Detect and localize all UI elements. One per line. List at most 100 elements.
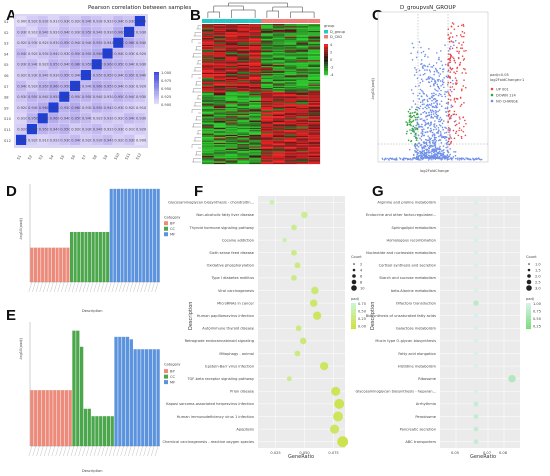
kegg-category-label: Chemical carcinogenesis - reactive oxyge… xyxy=(163,440,255,444)
heatmap-b-group-cell xyxy=(261,19,273,23)
heatmap-a-cell-value: 0.940 xyxy=(39,95,50,99)
heatmap-a-cell xyxy=(37,48,48,59)
volcano-point-nochange xyxy=(392,158,394,160)
kegg-dot xyxy=(319,361,329,371)
kegg-category-label: Apoptosis xyxy=(236,427,254,431)
kegg-category-label: Human immunodeficiency virus 1 infection xyxy=(177,415,254,419)
heatmap-b-cell xyxy=(249,64,262,67)
heatmap-a-cell xyxy=(102,102,113,113)
heatmap-b-cell xyxy=(261,46,273,48)
heatmap-b-cell xyxy=(284,88,297,90)
volcano-point-up xyxy=(455,130,458,133)
heatmap-b-cell xyxy=(308,64,321,67)
go-bar-tick-label xyxy=(90,281,94,293)
heatmap-a-cell xyxy=(37,37,48,48)
volcano-point-nochange xyxy=(422,157,424,160)
heatmap-b-cell xyxy=(308,101,321,103)
heatmap-a-cell xyxy=(91,124,102,135)
heatmap-b-cell xyxy=(213,161,226,163)
heatmap-b-cell xyxy=(272,112,285,114)
heatmap-a-cell-value: 0.950 xyxy=(82,95,93,99)
heatmap-a-cell xyxy=(102,80,113,91)
heatmap-b-cell xyxy=(261,154,273,156)
heatmap-b-cell xyxy=(261,63,273,65)
heatmap-b-cell xyxy=(308,103,321,105)
go-bar-cc xyxy=(98,231,103,283)
heatmap-b-legend-swatch xyxy=(324,35,328,39)
heatmap-b-cell xyxy=(202,102,214,104)
volcano-point-nochange xyxy=(435,150,438,153)
heatmap-b-cell xyxy=(308,90,321,92)
volcano-point-nochange xyxy=(436,52,438,54)
heatmap-b-cell xyxy=(296,56,309,58)
volcano-point-nochange xyxy=(428,140,431,143)
go-bar-tick-label xyxy=(61,281,65,293)
volcano-point-nochange xyxy=(452,155,455,158)
heatmap-a-cell-value: 0.940 xyxy=(60,117,71,121)
heatmap-b-cell xyxy=(296,77,309,79)
heatmap-b-cell xyxy=(213,54,226,56)
heatmap-b-cell xyxy=(249,87,262,89)
heatmap-b-cell xyxy=(284,126,297,128)
heatmap-b-cell xyxy=(237,103,250,105)
heatmap-a-cell-value: 0.920 xyxy=(114,138,125,142)
heatmap-b-cell xyxy=(296,140,309,142)
volcano-point-nochange xyxy=(443,135,446,138)
heatmap-b-cell xyxy=(249,161,262,163)
heatmap-b-cell xyxy=(225,133,238,135)
kegg-size-legend-dot xyxy=(528,263,530,265)
kegg-dot xyxy=(330,424,340,434)
heatmap-b-cell xyxy=(237,125,250,127)
volcano-point-up xyxy=(448,94,450,96)
heatmap-b-cell xyxy=(249,106,262,109)
heatmap-b-cell xyxy=(249,78,262,81)
heatmap-b-cell xyxy=(202,25,214,27)
volcano-point-nochange xyxy=(433,84,435,87)
heatmap-b-cell xyxy=(249,34,262,36)
heatmap-b-cell xyxy=(272,54,285,56)
heatmap-b-cell xyxy=(284,50,297,53)
volcano-point-down xyxy=(408,115,411,117)
kegg-category-label: Olfactory transduction xyxy=(396,301,436,305)
heatmap-b-cell xyxy=(249,25,262,27)
volcano-point-nochange xyxy=(445,91,448,93)
heatmap-a-cell-value: 0.950 xyxy=(28,117,39,121)
heatmap-b-cell xyxy=(261,61,273,63)
go-bar-mf xyxy=(118,336,122,447)
heatmap-b-cell xyxy=(249,139,262,141)
heatmap-b-cell xyxy=(225,158,238,160)
volcano-point-nochange xyxy=(421,89,423,92)
heatmap-b-cell xyxy=(296,109,309,111)
heatmap-b-cell xyxy=(249,113,262,116)
kegg-category-label: Thyroid hormone signaling pathway xyxy=(188,226,254,230)
volcano-point-nochange xyxy=(428,106,430,109)
volcano-point-nochange xyxy=(420,63,422,66)
volcano-point-nochange xyxy=(464,158,466,161)
volcano-point-nochange xyxy=(437,157,439,160)
heatmap-a-cell xyxy=(37,91,48,102)
kegg-size-legend-label: 3.0 xyxy=(535,287,541,291)
volcano-point-nochange xyxy=(408,148,411,151)
volcano-point-nochange xyxy=(442,81,445,84)
heatmap-b-cell xyxy=(213,136,226,138)
volcano-point-nochange xyxy=(424,157,426,159)
heatmap-a-cell xyxy=(16,59,27,70)
volcano-point-up xyxy=(462,35,465,38)
heatmap-b-cell xyxy=(225,141,238,144)
heatmap-b-cell xyxy=(272,63,285,65)
heatmap-b-cell xyxy=(237,53,250,55)
heatmap-b-cell xyxy=(249,134,262,137)
go-bar-cc xyxy=(80,231,84,283)
kegg-dot xyxy=(269,199,275,205)
heatmap-a-cell-value: 0.940 xyxy=(82,117,93,121)
volcano-point-nochange xyxy=(446,158,449,161)
heatmap-b-cell xyxy=(308,150,321,152)
volcano-point-up xyxy=(449,99,452,101)
volcano-point-up xyxy=(456,70,458,73)
heatmap-b-cell xyxy=(225,60,238,62)
heatmap-b-cell xyxy=(237,118,250,120)
heatmap-b-cell xyxy=(261,49,273,51)
go-bar-bp xyxy=(49,390,53,447)
heatmap-b-cell xyxy=(308,126,321,128)
heatmap-b-cell xyxy=(284,146,297,148)
